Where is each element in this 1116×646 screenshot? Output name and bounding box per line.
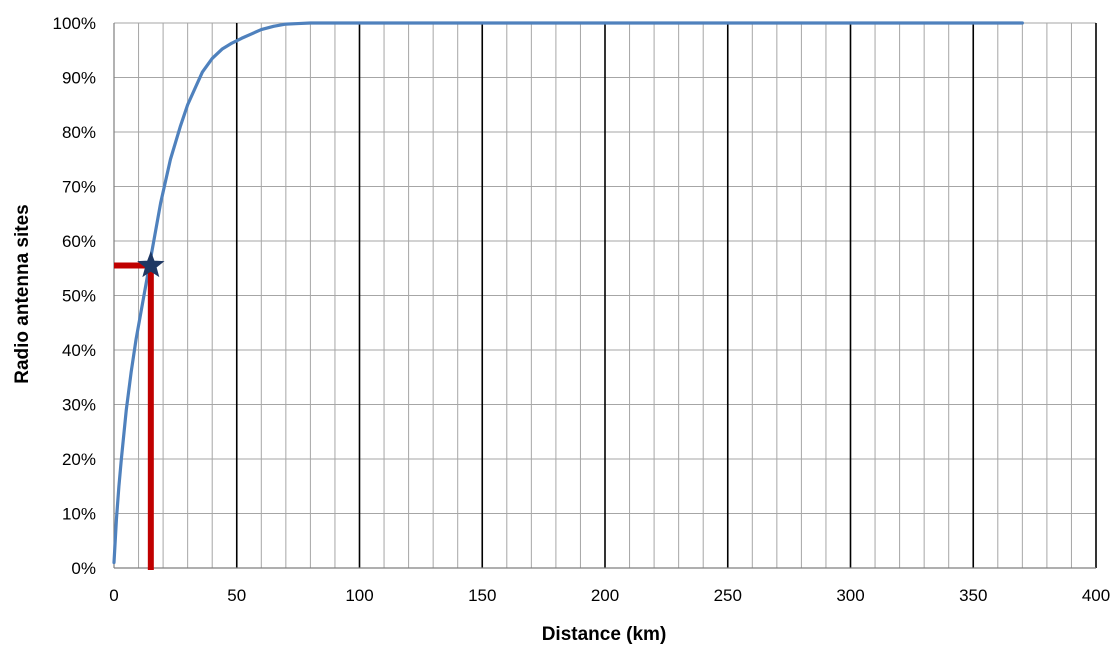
x-tick-label: 50 (227, 586, 246, 605)
y-tick-label: 40% (62, 341, 96, 360)
y-tick-label: 20% (62, 450, 96, 469)
star-marker (137, 251, 165, 278)
y-tick-label: 90% (62, 69, 96, 88)
x-tick-label: 0 (109, 586, 118, 605)
x-tick-label: 350 (959, 586, 987, 605)
y-tick-label: 60% (62, 232, 96, 251)
x-tick-label: 150 (468, 586, 496, 605)
x-tick-label: 300 (836, 586, 864, 605)
x-tick-label: 100 (345, 586, 373, 605)
x-tick-label: 200 (591, 586, 619, 605)
y-tick-label: 10% (62, 505, 96, 524)
y-tick-label: 80% (62, 123, 96, 142)
reference-marker (137, 251, 165, 278)
y-tick-label: 0% (71, 559, 96, 578)
gridlines (114, 22, 1097, 568)
series-line (112, 21, 1024, 565)
x-tick-label: 400 (1082, 586, 1110, 605)
y-tick-label: 30% (62, 396, 96, 415)
series-lines (112, 21, 1024, 565)
axes (113, 23, 1096, 569)
x-tick-label: 250 (714, 586, 742, 605)
tick-labels: 0 50 100 150 200 250 300 350 400 0% 10% 20% 30% 40% 50… (53, 14, 1111, 605)
y-axis-title: Radio antenna sites (12, 204, 33, 384)
x-axis-title: Distance (km) (542, 624, 667, 645)
y-tick-label: 50% (62, 287, 96, 306)
y-tick-label: 100% (53, 14, 96, 33)
y-tick-label: 70% (62, 178, 96, 197)
